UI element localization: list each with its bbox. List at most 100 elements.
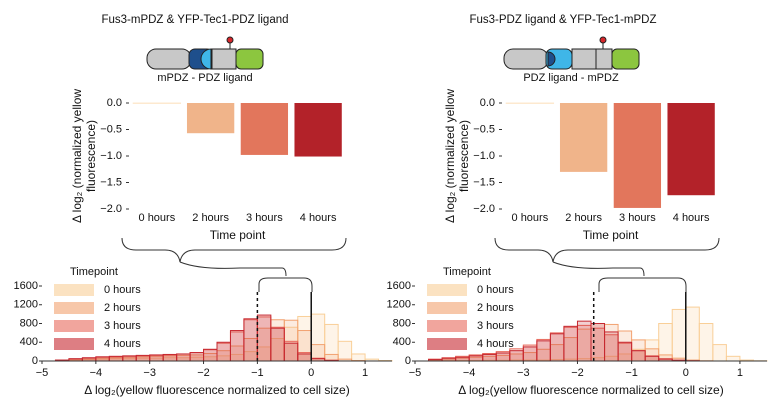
histogram-bar (95, 356, 110, 362)
histogram-bar (122, 355, 137, 362)
y-tick-label: 0 (405, 355, 411, 367)
histogram-bar (216, 341, 231, 362)
histogram-bar (149, 354, 164, 362)
histogram-bar (455, 356, 470, 362)
bar (294, 103, 342, 157)
legend-swatch (427, 302, 467, 314)
chart-title: Fus3-mPDZ & YFP-Tec1-PDZ ligand (101, 14, 288, 26)
x-tick-label: 0 hours (139, 212, 176, 224)
histogram-bar (351, 353, 366, 362)
histogram-bar (631, 350, 646, 362)
x-tick-label: 2 hours (192, 212, 229, 224)
histogram-bar (203, 348, 218, 362)
y-axis-label: fluorescence) (457, 120, 471, 192)
legend-label: 4 hours (477, 338, 514, 350)
connector (121, 237, 720, 292)
x-tick-label: 0 hours (512, 212, 549, 224)
histogram-bar (189, 352, 205, 362)
y-tick-label: −1.5 (100, 176, 122, 188)
y-tick-label: −2.0 (100, 203, 122, 215)
histogram-bar (712, 344, 727, 362)
legend-swatch (427, 338, 467, 350)
x-tick-label: 4 hours (300, 212, 337, 224)
diagram-label: mPDZ - PDZ ligand (157, 72, 252, 84)
histogram-bar (256, 314, 272, 362)
x-tick-label: −4 (463, 367, 476, 379)
y-tick-label: −1.0 (473, 150, 495, 162)
y-tick-label: −0.5 (473, 123, 495, 135)
y-tick-label: 1600 (387, 280, 411, 292)
x-tick-label: 4 hours (673, 212, 710, 224)
histogram-bar (108, 355, 124, 362)
histogram-bar (243, 318, 258, 362)
legend-label: 0 hours (104, 284, 141, 296)
histogram-series (428, 306, 768, 362)
histogram-bar (671, 308, 687, 362)
legend-label: 3 hours (104, 320, 141, 332)
x-axis-label: Δ log₂(yellow fluorescence normalized to… (458, 383, 723, 397)
histogram-bar (549, 333, 565, 362)
legend-swatch (54, 338, 94, 350)
bar (559, 103, 608, 172)
histogram-bar (337, 340, 353, 362)
x-tick-label: −4 (90, 367, 103, 379)
y-tick-label: −0.5 (100, 123, 122, 135)
legend-swatch (54, 284, 94, 296)
y-tick-label: 1600 (14, 280, 38, 292)
bar (186, 103, 235, 134)
histogram-bar (698, 323, 714, 362)
x-tick-label: 0 (308, 367, 314, 379)
y-axis-label: Δ log₂ (normalized yellow (443, 89, 457, 223)
legend-swatch (54, 302, 94, 314)
legend-label: 3 hours (477, 320, 514, 332)
y-tick-label: 400 (20, 336, 38, 348)
x-axis-label: Time point (583, 228, 639, 242)
bar (505, 102, 555, 104)
bar (240, 103, 289, 155)
bar (613, 103, 662, 208)
bar (667, 103, 715, 196)
histogram-bar (644, 355, 660, 362)
histogram-bar (270, 327, 285, 362)
x-tick-label: −3 (517, 367, 530, 379)
histogram-bar (135, 354, 151, 362)
y-axis-label: fluorescence) (84, 120, 98, 192)
y-tick-label: −1.5 (473, 176, 495, 188)
histogram-bar (685, 306, 700, 362)
legend-label: 2 hours (104, 302, 141, 314)
x-tick-label: 1 (737, 367, 743, 379)
x-tick-label: 1 (362, 367, 368, 379)
y-tick-label: 800 (20, 317, 38, 329)
y-tick-label: −2.0 (473, 203, 495, 215)
x-axis-label: Time point (210, 228, 266, 242)
histogram-bar (604, 331, 619, 362)
histogram-bar (468, 355, 484, 362)
x-axis-label: Δ log₂(yellow fluorescence normalized to… (84, 383, 349, 397)
x-tick-label: 0 (683, 367, 689, 379)
histogram-bar (229, 330, 245, 362)
x-tick-label: −1 (625, 367, 638, 379)
x-tick-label: −5 (409, 367, 422, 379)
histogram-bar (176, 353, 191, 362)
legend-swatch (427, 284, 467, 296)
x-tick-label: 3 hours (619, 212, 656, 224)
histogram-bar (495, 352, 511, 362)
construct-diagram (503, 36, 640, 70)
x-tick-label: 3 hours (246, 212, 283, 224)
x-tick-label: −1 (251, 367, 264, 379)
x-tick-label: −3 (143, 367, 156, 379)
histogram-bar (536, 340, 551, 362)
histogram-bar (522, 346, 538, 362)
y-tick-label: 1200 (387, 299, 411, 311)
y-tick-label: 400 (393, 336, 411, 348)
histogram-bar (482, 353, 497, 362)
y-axis-label: Δ log₂ (normalized yellow (70, 89, 84, 223)
histogram-bar (563, 325, 578, 362)
legend-swatch (427, 320, 467, 332)
legend-swatch (54, 320, 94, 332)
x-tick-label: −5 (36, 367, 49, 379)
y-tick-label: 0.0 (107, 97, 122, 109)
histogram-bar (617, 341, 633, 362)
